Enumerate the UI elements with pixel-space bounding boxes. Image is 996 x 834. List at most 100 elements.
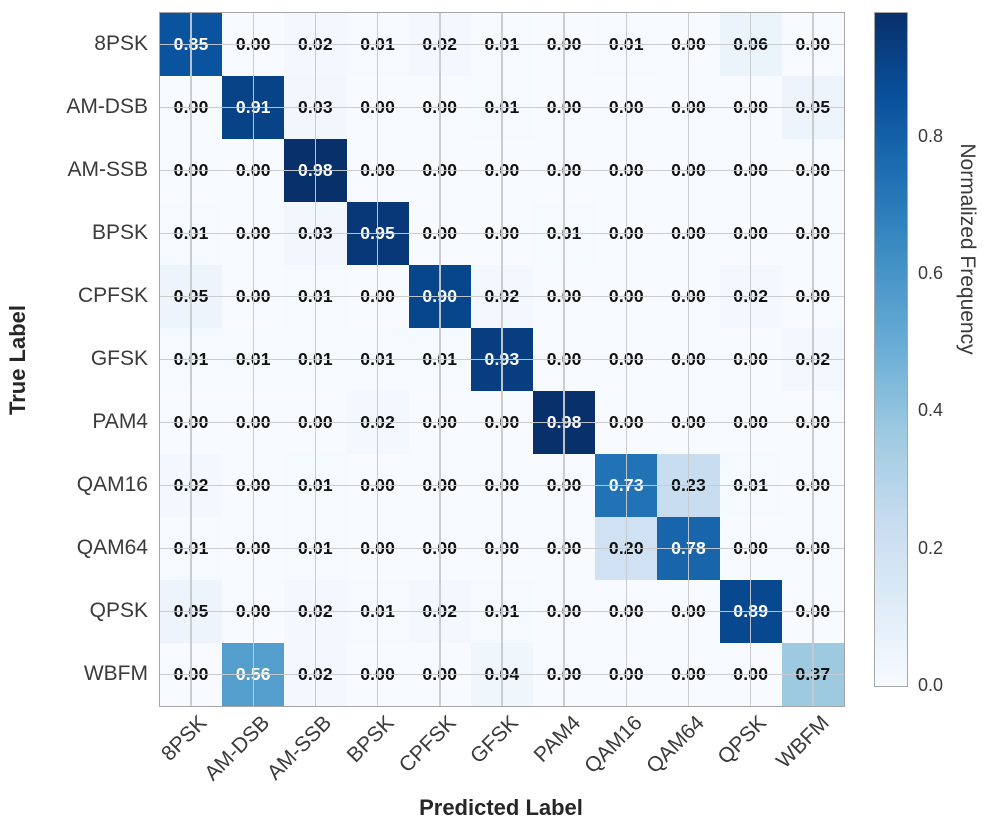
heatmap-cell: 0.93 [470,328,534,391]
heatmap-cell: 0.00 [719,139,782,202]
heatmap-cell: 0.00 [346,76,409,139]
heatmap-cell: 0.56 [222,643,285,706]
y-axis-title: True Label [5,304,30,416]
x-tick-label: AM-DSB [199,711,274,786]
x-tick-label: QAM64 [642,711,710,778]
heatmap-cell: 0.02 [781,328,844,391]
heatmap-cell: 0.00 [408,454,471,517]
heatmap-cell: 0.05 [160,265,223,328]
heatmap-cell: 0.00 [595,328,658,391]
colorbar-tick-label: 0.8 [918,125,944,146]
heatmap-cell: 0.00 [222,454,285,517]
heatmap-cell: 0.00 [346,517,409,580]
heatmap-cell: 0.02 [408,580,471,643]
heatmap-cell: 0.00 [781,580,844,643]
y-tick-label: GFSK [90,347,148,370]
heatmap-cell: 0.01 [470,580,534,643]
heatmap-cell: 0.01 [408,328,471,391]
heatmap-cell: 0.02 [719,265,782,328]
heatmap-cell: 0.00 [470,139,534,202]
y-tick-label: CPFSK [77,284,148,307]
heatmap-cell: 0.00 [284,391,347,454]
heatmap-cell: 0.91 [222,76,285,139]
heatmap-cell: 0.00 [346,643,409,706]
x-tick-label: QAM16 [580,711,647,778]
heatmap-cell: 0.78 [657,517,720,580]
heatmap-cell: 0.00 [595,580,658,643]
heatmap-cell: 0.85 [160,13,223,76]
heatmap-cell: 0.00 [533,139,596,202]
heatmap-cell: 0.00 [408,202,471,265]
heatmap-cell: 0.03 [284,76,347,139]
heatmap-cell: 0.00 [719,391,782,454]
heatmap-cell: 0.01 [222,328,285,391]
y-tick-label: 8PSK [94,32,148,55]
x-tick-label: CPFSK [394,711,461,778]
colorbar-title: Normalized Frequency [956,143,979,355]
heatmap-cell: 0.37 [781,643,844,706]
heatmap-cell: 0.04 [470,643,534,706]
colorbar-tick-label: 0.4 [918,400,944,421]
heatmap-cell: 0.00 [408,517,471,580]
heatmap-cell: 0.01 [284,454,347,517]
y-tick-label: BPSK [91,221,148,244]
heatmap-cell: 0.01 [160,517,223,580]
heatmap-cell: 0.02 [284,580,347,643]
heatmap-cell: 0.00 [719,517,782,580]
y-tick-label: WBFM [83,662,148,685]
heatmap-cell: 0.00 [470,202,534,265]
heatmap-cell: 0.00 [719,76,782,139]
heatmap-cell: 0.00 [595,391,658,454]
heatmap-cell: 0.01 [346,580,409,643]
y-tick-label: QAM64 [76,536,148,559]
heatmap-cell: 0.00 [222,517,285,580]
heatmap-cell: 0.00 [160,391,223,454]
heatmap-cell: 0.00 [533,265,596,328]
heatmap-cell: 0.01 [346,328,409,391]
colorbar-tick-label: 0.2 [918,537,944,558]
heatmap-cell: 0.00 [408,76,471,139]
y-tick-label: QAM16 [76,473,148,496]
heatmap-cell: 0.00 [533,517,596,580]
heatmap-cell: 0.00 [408,391,471,454]
heatmap-cell: 0.00 [346,265,409,328]
y-tick-label: AM-DSB [66,95,148,118]
heatmap-cell: 0.00 [719,328,782,391]
heatmap-cell: 0.02 [470,265,534,328]
heatmap-cell: 0.00 [657,643,720,706]
heatmap-cell: 0.00 [781,454,844,517]
heatmap-cell: 0.05 [781,76,844,139]
heatmap-cell: 0.00 [533,580,596,643]
heatmap-cell: 0.00 [657,13,720,76]
heatmap-cell: 0.01 [284,517,347,580]
heatmap-cell: 0.02 [284,643,347,706]
heatmap-cell: 0.90 [408,265,471,328]
heatmap-cell: 0.00 [346,139,409,202]
heatmap-cell: 0.01 [284,265,347,328]
x-tick-label: WBFM [771,711,834,773]
heatmap-cell: 0.00 [222,202,285,265]
heatmap-cell: 0.00 [657,202,720,265]
heatmap-cell: 0.73 [595,454,658,517]
heatmap-cell: 0.02 [160,454,223,517]
heatmap-cell: 0.00 [595,139,658,202]
heatmap-cell: 0.00 [160,76,223,139]
heatmap-cell: 0.06 [719,13,782,76]
heatmap-cell: 0.00 [222,391,285,454]
heatmap-cell: 0.02 [284,13,347,76]
heatmap-cell: 0.20 [595,517,658,580]
heatmap-cell: 0.95 [346,202,409,265]
heatmap-cell: 0.00 [160,643,223,706]
heatmap-cell: 0.00 [470,517,534,580]
x-tick-label: QPSK [713,711,772,769]
heatmap-cell: 0.00 [657,580,720,643]
heatmap-cell: 0.00 [595,76,658,139]
heatmap-cell: 0.00 [657,391,720,454]
heatmap-cell: 0.00 [657,139,720,202]
heatmap-cell: 0.02 [346,391,409,454]
heatmap-cell: 0.00 [781,202,844,265]
heatmap-cell: 0.00 [222,139,285,202]
heatmap-cell: 0.01 [160,202,223,265]
heatmap-cell: 0.00 [657,328,720,391]
heatmap-cell: 0.05 [160,580,223,643]
